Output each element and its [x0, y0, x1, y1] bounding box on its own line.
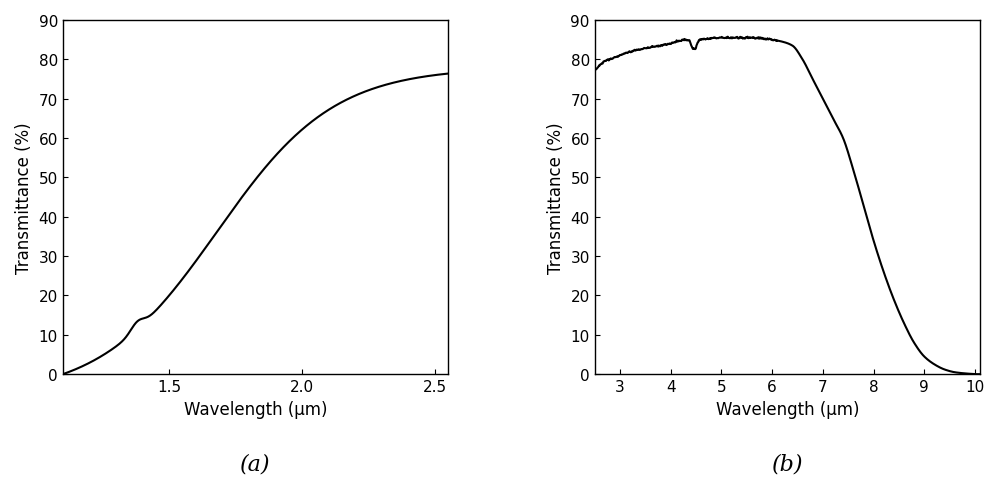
X-axis label: Wavelength (μm): Wavelength (μm)	[716, 400, 859, 418]
Text: (a): (a)	[240, 452, 271, 474]
Text: (b): (b)	[772, 452, 803, 474]
X-axis label: Wavelength (μm): Wavelength (μm)	[184, 400, 327, 418]
Y-axis label: Transmittance (%): Transmittance (%)	[15, 122, 33, 273]
Y-axis label: Transmittance (%): Transmittance (%)	[547, 122, 565, 273]
